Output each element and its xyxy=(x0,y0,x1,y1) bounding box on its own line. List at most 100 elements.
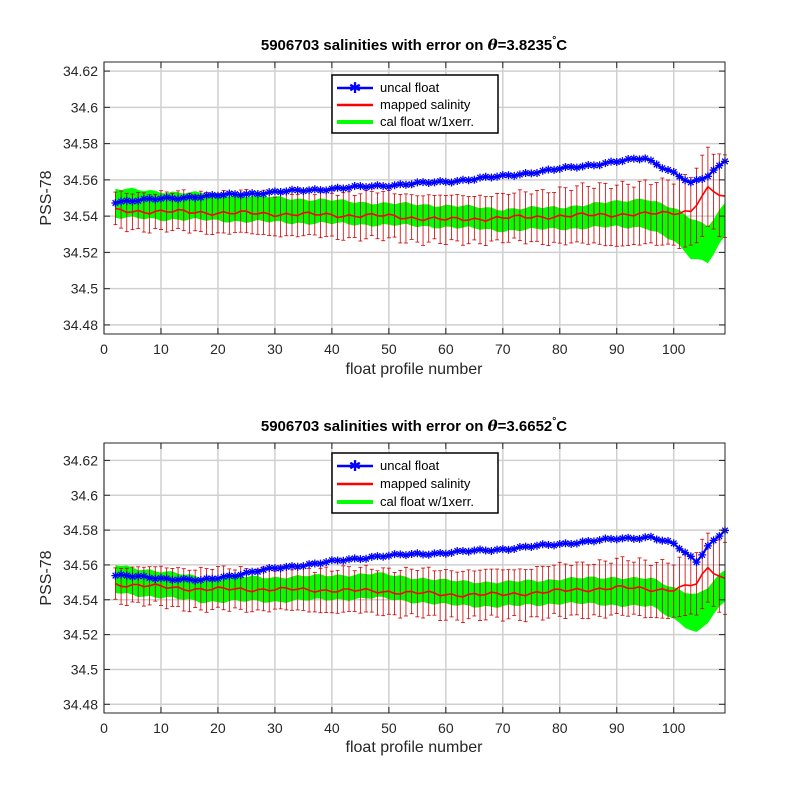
uncal-float-marker xyxy=(481,546,490,555)
uncal-float-marker xyxy=(572,163,581,172)
uncal-float-marker xyxy=(624,155,633,164)
mapped-salinity-line xyxy=(115,185,726,222)
uncal-float-marker xyxy=(430,549,439,558)
uncal-float-marker xyxy=(344,555,353,564)
uncal-float-marker xyxy=(333,183,342,192)
uncal-float-marker xyxy=(430,178,439,187)
uncal-float-marker xyxy=(401,551,410,560)
legend: ✱ uncal float mapped salinity cal float … xyxy=(331,452,499,514)
uncal-float-marker xyxy=(339,184,348,193)
uncal-float-marker xyxy=(333,556,342,565)
uncal-float-marker xyxy=(424,550,433,559)
uncal-float-marker xyxy=(515,170,524,179)
title-degree: ° xyxy=(552,416,556,427)
uncal-float-marker xyxy=(362,183,371,192)
uncal-float-marker xyxy=(686,178,695,187)
title-theta: θ xyxy=(488,417,498,435)
uncal-float-marker xyxy=(458,175,467,184)
uncal-float-marker xyxy=(419,178,428,187)
uncal-float-marker xyxy=(185,192,194,201)
title-prefix: 5906703 salinities with error on xyxy=(261,37,488,54)
uncal-float-marker xyxy=(709,166,718,175)
uncal-float-marker xyxy=(567,540,576,549)
uncal-float-marker xyxy=(122,196,131,205)
uncal-float-marker xyxy=(544,540,553,549)
cal-float-error-band xyxy=(115,187,725,264)
uncal-float-marker xyxy=(624,533,633,542)
uncal-float-marker xyxy=(379,552,388,561)
y-tick-label: 34.58 xyxy=(63,136,98,152)
uncal-float-marker xyxy=(293,186,302,195)
uncal-float-marker xyxy=(407,550,416,559)
title-unit: C xyxy=(556,37,567,54)
uncal-float-marker xyxy=(441,177,450,186)
uncal-float-marker xyxy=(589,161,598,170)
y-tick-label: 34.62 xyxy=(63,63,98,79)
top-chart-panel: 0 10 20 30 40 50 60 70 80 90 100 34.4834.534.5234.… xyxy=(38,35,729,378)
uncal-float-marker xyxy=(669,539,678,548)
title-degree: ° xyxy=(552,35,556,46)
uncal-float-marker xyxy=(487,173,496,182)
uncal-float-marker xyxy=(646,156,655,165)
uncal-float-marker xyxy=(327,184,336,193)
y-tick-layer: 34.48 34.5 34.52 34.54 34.56 34.58 34.6 34.62 xyxy=(63,452,725,712)
uncal-float-marker xyxy=(128,197,137,206)
uncal-float-marker xyxy=(344,183,353,192)
legend-band-label: cal float w/1xerr. xyxy=(380,494,474,509)
uncal-float-marker xyxy=(117,570,126,579)
uncal-float-marker xyxy=(231,572,240,581)
uncal-float-marker xyxy=(698,174,707,183)
uncal-float-marker xyxy=(493,545,502,554)
uncal-float-marker xyxy=(202,191,211,200)
uncal-float-marker xyxy=(111,571,120,580)
uncal-float-marker xyxy=(441,549,450,558)
uncal-float-marker xyxy=(174,575,183,584)
title-prefix: 5906703 salinities with error on xyxy=(261,418,488,435)
x-tick-label: 30 xyxy=(267,341,283,357)
uncal-float-marker xyxy=(470,546,479,555)
title-value: =3.8235 xyxy=(498,37,553,54)
uncal-float-marker xyxy=(270,187,279,196)
x-tick-label: 20 xyxy=(210,720,226,736)
uncal-float-marker xyxy=(242,568,251,577)
uncal-float-marker xyxy=(515,542,524,551)
uncal-float-marker xyxy=(612,535,621,544)
uncal-float-marker xyxy=(641,154,650,163)
uncal-float-marker xyxy=(555,540,564,549)
uncal-float-marker xyxy=(179,574,188,583)
uncal-float-marker xyxy=(578,162,587,171)
uncal-float-marker xyxy=(316,186,325,195)
uncal-float-marker xyxy=(550,165,559,174)
uncal-float-marker xyxy=(185,575,194,584)
uncal-float-marker xyxy=(447,548,456,557)
uncal-float-marker xyxy=(225,571,234,580)
uncal-float-marker xyxy=(493,172,502,181)
uncal-float-marker xyxy=(390,181,399,190)
x-tick-label: 0 xyxy=(100,341,108,357)
uncal-float-marker xyxy=(162,574,171,583)
y-tick-label: 34.52 xyxy=(63,244,98,260)
uncal-float-marker xyxy=(646,532,655,541)
uncal-float-layer xyxy=(111,154,729,207)
uncal-float-marker xyxy=(259,189,268,198)
uncal-float-marker xyxy=(447,178,456,187)
uncal-float-marker xyxy=(692,175,701,184)
uncal-float-marker xyxy=(561,539,570,548)
uncal-float-marker xyxy=(715,532,724,541)
uncal-float-marker xyxy=(504,171,513,180)
uncal-float-marker xyxy=(476,173,485,182)
uncal-float-marker xyxy=(384,551,393,560)
y-tick-label: 34.48 xyxy=(63,696,98,712)
uncal-float-marker xyxy=(567,162,576,171)
uncal-float-marker xyxy=(436,177,445,186)
uncal-float-marker xyxy=(231,190,240,199)
uncal-float-marker xyxy=(498,171,507,180)
uncal-float-marker xyxy=(162,193,171,202)
x-tick-layer: 0 10 20 30 40 50 60 70 80 90 100 xyxy=(100,443,686,736)
uncal-float-marker xyxy=(299,187,308,196)
uncal-float-marker xyxy=(293,562,302,571)
uncal-float-marker xyxy=(681,176,690,185)
title-value: =3.6652 xyxy=(498,418,553,435)
uncal-float-marker xyxy=(310,559,319,568)
uncal-float-layer xyxy=(111,526,729,585)
